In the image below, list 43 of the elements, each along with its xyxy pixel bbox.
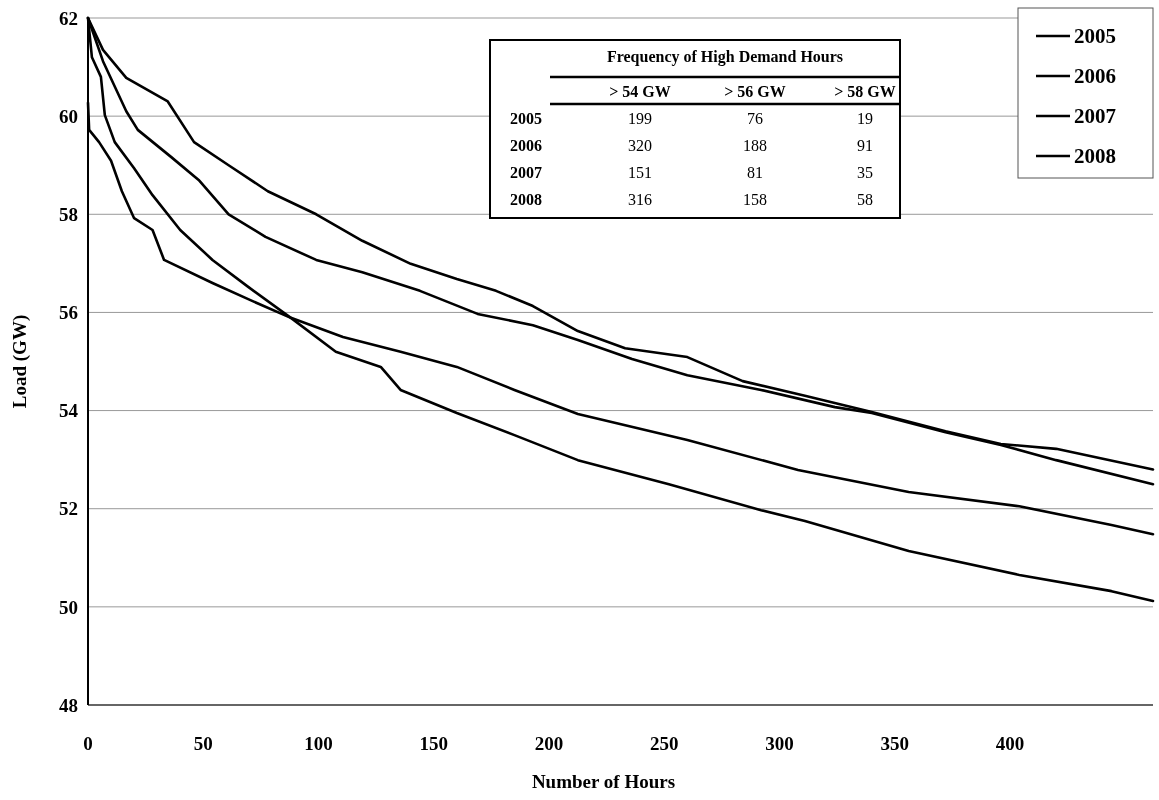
x-tick-label: 350 [880,733,910,754]
annotation: 58 [857,191,873,208]
annotation: > 56 GW [724,83,786,100]
annotation: 188 [743,137,767,154]
x-axis-title: Number of Hours [531,771,676,792]
annotation: 2006 [510,137,542,154]
annotation: 91 [857,137,873,154]
y-tick-label: 56 [59,302,78,324]
annotation: 76 [747,110,763,127]
y-tick-label: 60 [59,105,78,127]
x-tick-label: 300 [765,733,794,754]
x-tick-label: 150 [419,733,449,754]
annotation: > 58 GW [834,83,896,100]
annotation: 2008 [510,191,542,208]
y-tick-label: 62 [59,7,78,29]
legend-label: 2005 [1074,24,1116,49]
x-tick-label: 0 [83,733,93,754]
x-tick-label: 50 [193,733,213,754]
x-tick-label: 200 [534,733,564,754]
annotation: 2007 [510,164,542,181]
x-tick-label: 250 [650,733,679,754]
y-tick-label: 58 [59,203,78,225]
y-axis-title: Load (GW) [9,314,31,409]
annotation: 19 [857,110,873,127]
y-tick-label: 54 [59,400,79,422]
annotation: 316 [628,191,652,208]
y-tick-label: 50 [59,596,78,618]
legend-label: 2008 [1074,144,1116,169]
annotation: Frequency of High Demand Hours [606,48,844,66]
y-tick-label: 48 [59,694,78,716]
legend-label: 2006 [1074,64,1116,89]
x-tick-label: 400 [995,733,1025,754]
annotation: 158 [743,191,767,208]
annotation: > 54 GW [609,83,671,100]
y-tick-label: 52 [59,498,78,520]
annotation: 320 [628,137,652,154]
legend-label: 2007 [1074,104,1116,129]
annotation: 2005 [510,110,542,127]
annotation: 151 [628,164,652,181]
annotation: 81 [747,164,763,181]
annotation: 199 [628,110,652,127]
x-tick-label: 100 [304,733,333,754]
annotation: 35 [857,164,873,181]
